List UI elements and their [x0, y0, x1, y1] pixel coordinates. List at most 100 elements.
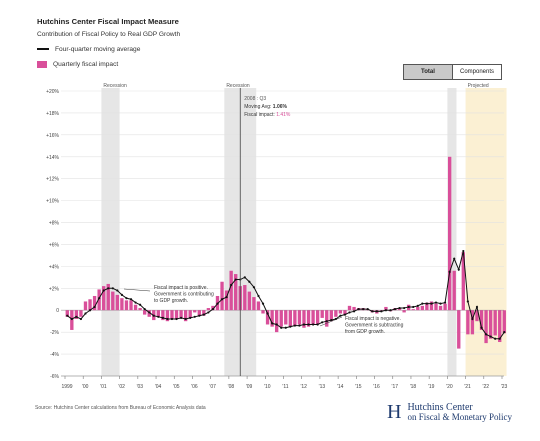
bar — [138, 308, 142, 311]
line-point — [330, 318, 333, 322]
line-point — [220, 298, 224, 301]
x-tick-label: '02 — [118, 384, 125, 390]
bar — [142, 310, 147, 315]
bar — [457, 310, 461, 349]
line-point — [275, 323, 278, 326]
bar — [179, 310, 183, 318]
y-tick-label: +10% — [46, 199, 59, 205]
line-point — [271, 322, 274, 325]
x-tick-label: '08 — [228, 384, 235, 390]
bar — [484, 310, 488, 344]
bar — [193, 310, 197, 313]
bar — [243, 285, 247, 311]
line-point — [307, 323, 310, 326]
bar — [343, 310, 347, 315]
x-tick-label: '05 — [173, 384, 180, 390]
legend-line-label: Four-quarter moving average — [55, 45, 141, 53]
bar — [306, 310, 311, 327]
line-point — [453, 257, 456, 260]
bar — [129, 300, 133, 311]
bar — [256, 301, 261, 311]
line-point — [484, 333, 488, 336]
line-point — [284, 326, 287, 329]
line-point — [389, 309, 392, 312]
bar — [106, 283, 110, 311]
annotation-positive-line: Government is contributing — [154, 292, 214, 298]
line-point — [357, 308, 360, 311]
line-point — [107, 287, 110, 290]
line-point — [252, 286, 256, 289]
line-point — [98, 297, 101, 300]
bar — [325, 310, 329, 327]
line-point — [170, 317, 174, 321]
line-point — [321, 321, 324, 324]
bar — [133, 304, 138, 311]
bar — [92, 295, 97, 311]
bar — [434, 303, 438, 311]
bar — [502, 310, 506, 334]
bar — [224, 290, 229, 311]
line-point — [70, 317, 73, 321]
line-point — [79, 317, 83, 321]
line-point — [234, 278, 237, 281]
x-tick-label: '23 — [501, 384, 508, 390]
bar — [170, 310, 174, 319]
x-tick-label: '10 — [264, 384, 271, 390]
bar — [102, 286, 106, 311]
shade-label-0: Recession — [103, 83, 127, 89]
x-tick-label: '15 — [355, 384, 362, 390]
bar — [234, 274, 238, 311]
line-point — [202, 313, 205, 316]
line-point — [302, 323, 306, 326]
logo-mark: H — [387, 401, 402, 424]
annotation-negative-line: Fiscal impact is negative. — [345, 316, 401, 322]
y-tick-label: +2% — [49, 286, 60, 292]
bar — [65, 310, 69, 317]
line-point — [398, 306, 401, 310]
bar — [206, 308, 211, 311]
bar — [188, 310, 192, 318]
line-point — [230, 283, 233, 287]
line-point — [120, 293, 124, 296]
bar — [416, 306, 420, 311]
line-point — [166, 317, 169, 321]
line-point — [102, 289, 105, 292]
line-point — [129, 298, 133, 301]
bar — [311, 310, 315, 325]
shade-label-1: Recession — [226, 83, 250, 89]
toggle-components-button[interactable]: Components — [452, 65, 501, 79]
line-point — [280, 326, 283, 329]
line-point — [125, 297, 128, 300]
bar — [329, 310, 333, 322]
line-point — [421, 302, 424, 305]
line-point — [375, 310, 378, 313]
line-point — [325, 320, 328, 323]
toggle-total-button[interactable]: Total — [404, 65, 452, 79]
line-point — [84, 312, 87, 315]
bar — [347, 305, 352, 311]
annotation-positive-line: to GDP growth. — [154, 298, 188, 304]
line-point — [412, 305, 415, 309]
bar — [452, 270, 456, 311]
bar — [447, 156, 452, 311]
line-point — [193, 315, 196, 318]
bar — [315, 310, 320, 325]
line-point — [298, 324, 301, 327]
bar — [488, 310, 493, 339]
line-point — [352, 310, 356, 313]
annotation-positive-line: Fiscal impact is positive. — [154, 285, 208, 291]
x-tick-label: '07 — [209, 384, 216, 390]
bar — [156, 310, 160, 317]
line-point — [143, 308, 146, 311]
legend-bar-swatch — [37, 60, 47, 68]
tooltip-period: 2008 : Q3 — [244, 96, 266, 102]
line-point — [311, 323, 315, 326]
line-point — [66, 314, 69, 317]
bar — [384, 306, 388, 311]
x-tick-label: '04 — [155, 384, 162, 390]
x-tick-label: '01 — [100, 384, 107, 390]
bar — [265, 310, 270, 325]
line-point — [384, 309, 388, 312]
line-point — [393, 308, 397, 311]
line-point — [457, 268, 460, 271]
